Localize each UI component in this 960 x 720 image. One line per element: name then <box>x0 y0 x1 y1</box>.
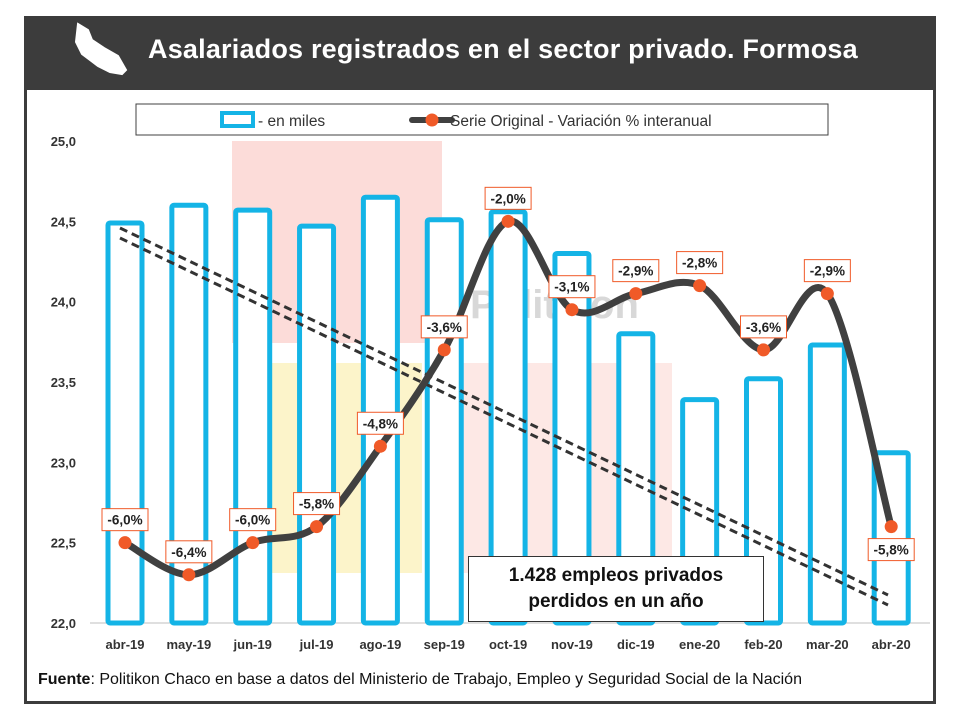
bar <box>360 194 400 626</box>
bar <box>297 223 337 626</box>
chart-title: Asalariados registrados en el sector pri… <box>148 34 858 64</box>
data-label-box <box>165 540 213 564</box>
variation-marker <box>884 520 898 534</box>
bar <box>169 202 209 626</box>
y-tick-label: 24,5 <box>51 214 76 229</box>
variation-marker <box>310 520 324 534</box>
variation-marker <box>118 536 132 550</box>
x-tick-label: abr-19 <box>105 637 144 652</box>
x-tick-label: may-19 <box>166 637 211 652</box>
bar <box>105 220 145 626</box>
data-label: -3,6% <box>746 320 781 335</box>
data-label-box <box>548 275 596 299</box>
y-tick-label: 23,5 <box>51 375 76 390</box>
variation-marker <box>820 287 834 301</box>
data-label-box <box>612 259 660 283</box>
x-tick-label: abr-20 <box>872 637 911 652</box>
variation-marker <box>373 439 387 453</box>
legend-marker-swatch <box>425 113 439 127</box>
data-label-box <box>740 315 787 339</box>
annotation-box: 1.428 empleos privados perdidos en un añ… <box>468 556 764 622</box>
variation-marker <box>565 303 579 317</box>
data-label-box <box>676 251 724 275</box>
x-tick-label: dic-19 <box>617 637 655 652</box>
bar <box>424 217 464 626</box>
variation-marker <box>501 214 515 228</box>
data-label: -2,9% <box>810 264 845 279</box>
data-label: -6,0% <box>235 513 270 528</box>
source-label: Fuente <box>38 671 91 688</box>
bar <box>807 342 847 626</box>
variation-line <box>121 217 895 579</box>
data-label-box <box>101 508 149 532</box>
data-label-box <box>293 492 341 516</box>
bar <box>552 250 592 626</box>
variation-marker <box>757 343 770 357</box>
variation-marker <box>246 536 260 550</box>
x-tick-label: ago-19 <box>359 637 401 652</box>
data-label: -6,4% <box>171 545 206 560</box>
data-label: -6,0% <box>107 513 142 528</box>
source-text: : Politikon Chaco en base a datos del Mi… <box>90 671 802 688</box>
legend-bar-swatch <box>220 111 255 128</box>
variation-marker <box>629 287 643 301</box>
x-tick-label: ene-20 <box>679 637 720 652</box>
y-tick-label: 22,5 <box>51 536 76 551</box>
bar <box>233 207 273 626</box>
data-label-box <box>420 315 468 339</box>
source-note: Fuente: Politikon Chaco en base a datos … <box>38 671 802 689</box>
x-tick-label: nov-19 <box>551 637 593 652</box>
variation-marker <box>182 568 196 582</box>
bar <box>616 331 656 626</box>
data-label: -3,6% <box>427 320 462 335</box>
data-label: -3,1% <box>554 280 589 295</box>
data-label-box <box>356 411 404 435</box>
data-label: -2,8% <box>682 256 717 271</box>
data-label: -5,8% <box>299 497 334 512</box>
trend-line-upper <box>119 226 889 597</box>
data-label: -2,9% <box>618 264 653 279</box>
x-tick-label: jun-19 <box>233 637 272 652</box>
y-tick-label: 24,0 <box>51 295 76 310</box>
x-tick-label: oct-19 <box>489 637 527 652</box>
x-tick-label: mar-20 <box>806 637 849 652</box>
trend-line-lower <box>119 236 889 607</box>
legend-label-bars: - en miles <box>258 113 325 130</box>
y-tick-label: 25,0 <box>51 134 76 149</box>
x-tick-label: feb-20 <box>744 637 782 652</box>
variation-marker <box>437 343 451 357</box>
data-label: -4,8% <box>363 416 398 431</box>
data-label: -5,8% <box>874 543 909 558</box>
annotation-line-2: perdidos en un año <box>528 591 704 612</box>
data-label-box <box>803 259 851 283</box>
data-label-box <box>229 508 277 532</box>
x-tick-label: sep-19 <box>424 637 465 652</box>
y-tick-label: 23,0 <box>51 455 76 470</box>
title-bar <box>24 16 936 90</box>
variation-marker <box>693 279 707 293</box>
data-label-box <box>867 538 915 562</box>
annotation-line-1: 1.428 empleos privados <box>508 565 724 586</box>
y-tick-label: 22,0 <box>51 616 76 631</box>
data-label-box <box>484 186 532 210</box>
data-label: -2,0% <box>490 191 525 206</box>
legend-label-line: Serie Original - Variación % interanual <box>450 113 712 130</box>
bar <box>488 209 528 626</box>
x-tick-label: jul-19 <box>299 637 334 652</box>
